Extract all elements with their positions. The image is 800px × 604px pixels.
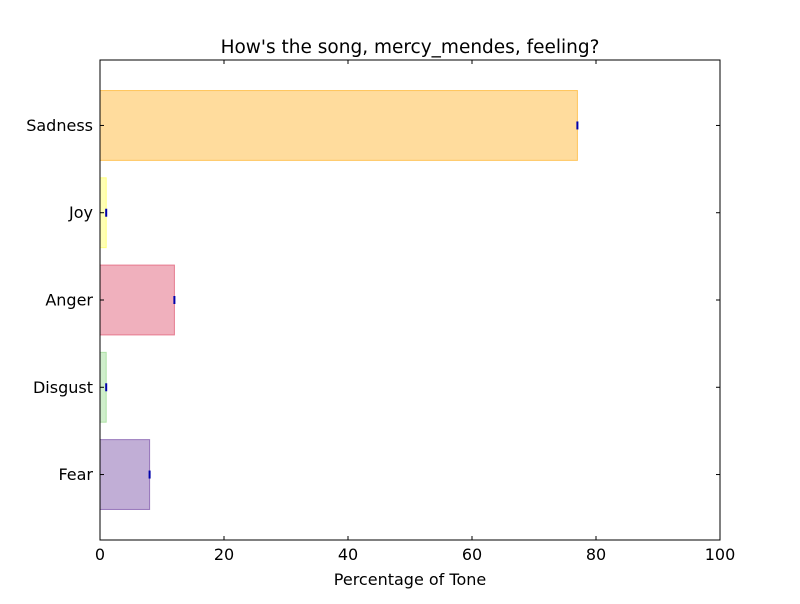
x-axis-label: Percentage of Tone [334, 570, 486, 589]
y-tick-label-sadness: Sadness [26, 116, 93, 135]
x-tick-label: 0 [95, 545, 105, 564]
labels-layer: Fear Disgust Anger Joy Sadness 0 20 40 60 80 100 [26, 116, 735, 564]
x-tick-label: 80 [586, 545, 606, 564]
bar-sadness [99, 90, 578, 161]
plot-area-frame [99, 59, 721, 541]
y-tick-label-joy: Joy [68, 203, 93, 222]
y-tick-label-disgust: Disgust [33, 378, 93, 397]
x-tick-label: 20 [214, 545, 234, 564]
bar-anger [99, 264, 175, 336]
x-tick-label: 100 [705, 545, 736, 564]
bars-layer [99, 90, 579, 510]
x-tick-label: 60 [462, 545, 482, 564]
chart-title: How's the song, mercy_mendes, feeling? [221, 37, 600, 58]
bar-fear [99, 439, 151, 510]
y-tick-label-anger: Anger [45, 291, 93, 310]
y-tick-label-fear: Fear [58, 465, 93, 484]
x-tick-label: 40 [338, 545, 358, 564]
